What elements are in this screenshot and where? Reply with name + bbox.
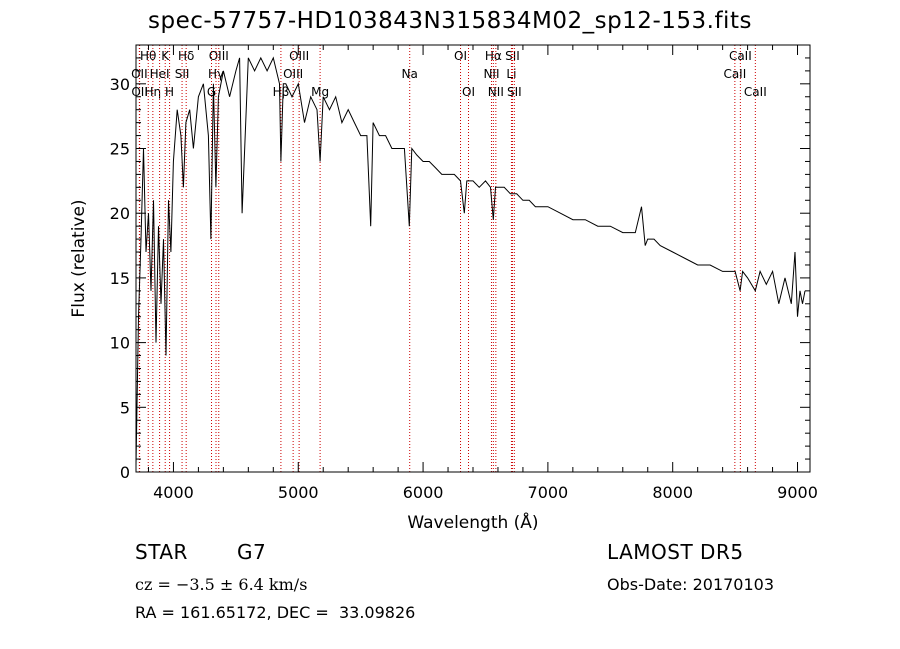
- line-marker-label: OII: [131, 67, 148, 81]
- line-marker-label: Hβ: [273, 85, 290, 99]
- y-axis-label: Flux (relative): [69, 199, 89, 317]
- line-marker-label: SII: [507, 85, 522, 99]
- line-marker-label: OII: [131, 85, 148, 99]
- y-tick-label: 25: [110, 140, 130, 159]
- line-marker-label: Hγ: [208, 67, 224, 81]
- line-marker-label: OIII: [283, 67, 303, 81]
- line-marker-label: OIII: [289, 49, 309, 63]
- line-marker-label: OI: [462, 85, 475, 99]
- line-marker-label: NII: [483, 67, 499, 81]
- line-marker-label: Hη: [145, 85, 162, 99]
- line-marker-label: Hθ: [140, 49, 156, 63]
- object-subclass: G7: [237, 540, 267, 564]
- line-marker-label: G: [207, 85, 216, 99]
- survey-label: LAMOST DR5: [607, 540, 744, 564]
- plot-border: [135, 44, 811, 473]
- line-marker-label: Mg: [311, 85, 329, 99]
- spectrum-line: [135, 56, 806, 466]
- y-tick-label: 5: [120, 398, 130, 417]
- line-marker-label: OI: [454, 49, 467, 63]
- y-tick-label: 30: [110, 75, 130, 94]
- x-tick-label: 5000: [278, 483, 319, 502]
- axis-labels: Wavelength (Å) Flux (relative): [69, 199, 539, 533]
- axis-ticks: 4000 5000 6000 7000 8000 9000 0 5 10 15 20 25 30: [110, 44, 818, 502]
- spectrum-series: [135, 56, 806, 466]
- x-tick-label: 4000: [153, 483, 194, 502]
- line-marker-label: NII: [488, 85, 504, 99]
- line-marker-label: CaII: [744, 85, 767, 99]
- line-marker-label: CaII: [723, 67, 746, 81]
- y-tick-label: 10: [110, 334, 130, 353]
- line-marker-label: Na: [402, 67, 418, 81]
- line-marker-label: K: [161, 49, 170, 63]
- y-tick-label: 15: [110, 269, 130, 288]
- object-class: STAR: [135, 540, 188, 564]
- x-tick-label: 7000: [528, 483, 569, 502]
- line-marker-label: Li: [506, 67, 516, 81]
- obs-date: Obs-Date: 20170103: [607, 575, 775, 594]
- line-marker-label: Hδ: [178, 49, 194, 63]
- line-marker-label: SII: [175, 67, 190, 81]
- line-marker-label: OIII: [209, 49, 229, 63]
- x-tick-label: 8000: [652, 483, 693, 502]
- y-tick-label: 0: [120, 463, 130, 482]
- line-marker-label: SII: [505, 49, 520, 63]
- y-tick-label: 20: [110, 204, 130, 223]
- chart-title: spec-57757-HD103843N315834M02_sp12-153.f…: [148, 8, 752, 34]
- x-tick-label: 9000: [777, 483, 818, 502]
- line-marker-label: Hα: [485, 49, 502, 63]
- line-marker-label: HeI: [150, 67, 170, 81]
- x-axis-label: Wavelength (Å): [407, 511, 538, 533]
- coordinates: RA = 161.65172, DEC = 33.09826: [135, 603, 416, 622]
- line-marker-label: CaII: [729, 49, 752, 63]
- line-marker-label: H: [165, 85, 174, 99]
- x-tick-label: 6000: [403, 483, 444, 502]
- redshift-cz: cz = −3.5 ± 6.4 km/s: [135, 575, 308, 594]
- plot-frame: [135, 44, 811, 473]
